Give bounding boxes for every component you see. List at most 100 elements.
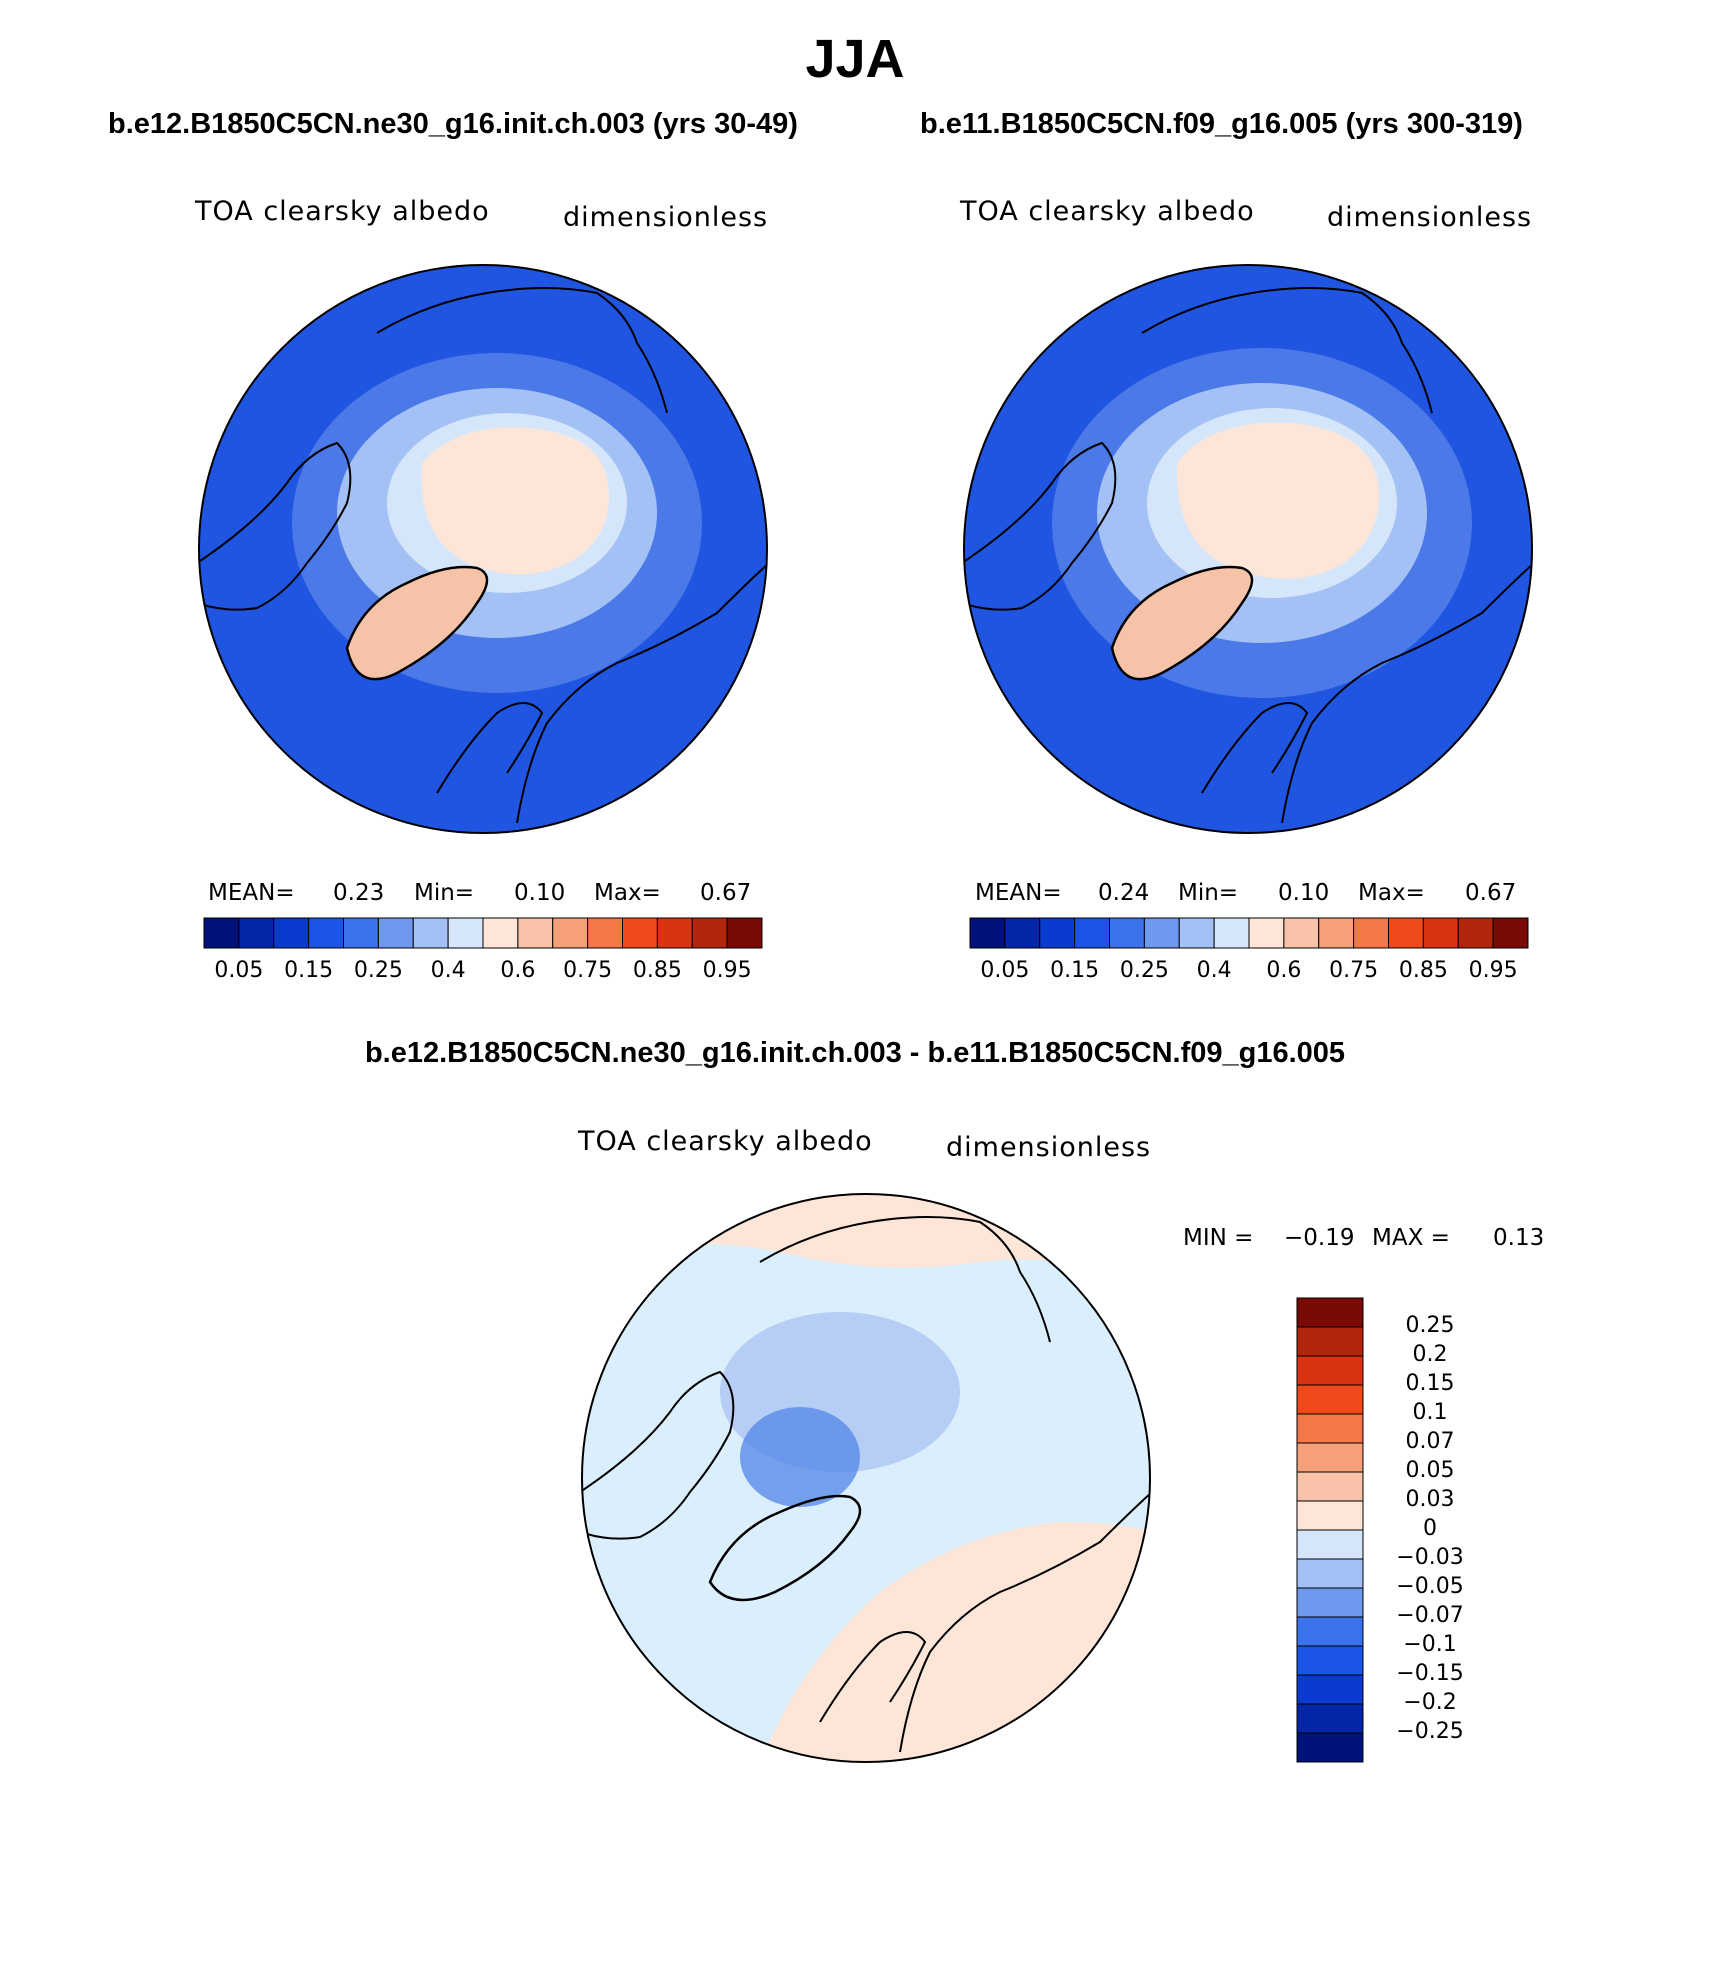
diff-coastline-scandinavia (819, 1631, 927, 1723)
panel-2-coastline-scandinavia (1201, 702, 1309, 794)
panel-2-max-value: 0.67 (1465, 880, 1517, 906)
panel-1-coastline-scandinavia (436, 702, 544, 794)
diff-greenland-coast (708, 1494, 862, 1602)
panel-1-colorbar-box (377, 917, 414, 949)
panel-1-coastline-americas (199, 441, 352, 611)
panel-2-colorbar (969, 917, 1529, 949)
diff-colorbar-tick-label: −0.03 (1396, 1545, 1464, 1570)
diff-coastline-eurasia (899, 1491, 1150, 1753)
diff-title: b.e12.B1850C5CN.ne30_g16.init.ch.003 - b… (364, 1037, 1346, 1069)
diff-map (581, 1193, 1151, 1763)
diff-colorbar-box (1296, 1442, 1364, 1473)
panel-2-greenland-coast (1110, 565, 1254, 681)
panel-1-colorbar-box (273, 917, 310, 949)
diff-colorbar-tick-label: 0.07 (1405, 1429, 1455, 1454)
panel-2-colorbar-box (1213, 917, 1250, 949)
panel-2-mean-value: 0.24 (1098, 880, 1150, 906)
panel-2-greenland (1112, 567, 1252, 680)
diff-colorbar-box (1296, 1384, 1364, 1415)
panel-2-units: dimensionless (1327, 202, 1533, 233)
diff-colorbar-box (1296, 1558, 1364, 1589)
panel-1-colorbar-tick-label: 0.25 (353, 958, 403, 983)
diff-colorbar-box (1296, 1297, 1364, 1328)
panel-2-colorbar-box (1388, 917, 1424, 949)
panel-1-colorbar-box (238, 917, 275, 949)
diff-coastline-siberia (759, 1216, 1051, 1343)
panel-1-colorbar-tick-label: 0.6 (500, 958, 536, 983)
diff-colorbar-box (1296, 1732, 1364, 1763)
panel-1-colorbar-box (691, 917, 728, 949)
panel-1-colorbar-box (552, 917, 589, 949)
panel-1-colorbar-box (203, 917, 240, 949)
diff-negative-strong (740, 1407, 860, 1507)
panel-1-greenland (347, 567, 487, 680)
diff-colorbar-box (1296, 1587, 1364, 1618)
panel-1-case-title: b.e12.B1850C5CN.ne30_g16.init.ch.003 (yr… (108, 108, 798, 140)
panel-2-colorbar-box (1109, 917, 1145, 949)
panel-2-colorbar-tick-label: 0.15 (1050, 958, 1100, 983)
diff-map-border (581, 1193, 1151, 1763)
diff-colorbar-box (1296, 1500, 1364, 1531)
panel-2-min-label: Min= (1178, 880, 1239, 906)
panel-2-colorbar-tick-label: 0.75 (1329, 958, 1379, 983)
panel-1-min-label: Min= (414, 880, 475, 906)
panel-1-colorbar-box (482, 917, 519, 949)
diff-colorbar-box (1296, 1413, 1364, 1444)
panel-2-colorbar-box (1178, 917, 1215, 949)
panel-2-colorbar-box (1143, 917, 1180, 949)
panel-1-coastline-siberia (376, 287, 668, 414)
panel-2-colorbar-box (1422, 917, 1459, 949)
panel-2-coastline-siberia (1141, 287, 1433, 414)
diff-colorbar-box (1296, 1529, 1364, 1560)
diff-variable: TOA clearsky albedo (578, 1126, 873, 1157)
panel-2-case-title: b.e11.B1850C5CN.f09_g16.005 (yrs 300-319… (920, 108, 1523, 140)
panel-1-colorbar-tick-label: 0.95 (702, 958, 752, 983)
panel-1-mean-label: MEAN= (208, 880, 295, 906)
panel-1-map-border (198, 264, 768, 834)
panel-2-colorbar-box (1353, 917, 1389, 949)
diff-colorbar-tick-label: 0.1 (1412, 1400, 1448, 1425)
diff-max-value: 0.13 (1493, 1225, 1545, 1251)
panel-2-min-value: 0.10 (1278, 880, 1330, 906)
panel-1-coastline-eurasia (516, 562, 767, 824)
diff-colorbar-box (1296, 1616, 1364, 1647)
diff-colorbar-tick-label: −0.05 (1396, 1574, 1464, 1599)
panel-1-colorbar-labels: 0.05 0.15 0.25 0.4 0.6 0.75 0.85 0.95 (204, 958, 762, 988)
diff-colorbar-tick-label: −0.07 (1396, 1603, 1464, 1628)
panel-2-colorbar-tick-label: 0.85 (1398, 958, 1448, 983)
diff-colorbar-box (1296, 1326, 1364, 1357)
diff-colorbar-tick-label: −0.25 (1396, 1719, 1464, 1744)
diff-min-label: MIN = (1183, 1225, 1254, 1251)
panel-1-ice-cap (421, 427, 609, 575)
panel-1-colorbar-box (726, 917, 763, 949)
diff-colorbar-tick-label: 0.03 (1405, 1487, 1455, 1512)
panel-1-colorbar-box (343, 917, 379, 949)
panel-1-greenland-coast (345, 565, 489, 681)
panel-2-max-label: Max= (1358, 880, 1425, 906)
panel-2-colorbar-box (1039, 917, 1076, 949)
panel-1-colorbar-box (517, 917, 554, 949)
diff-colorbar-tick-label: 0.05 (1405, 1458, 1455, 1483)
panel-1-min-value: 0.10 (514, 880, 566, 906)
panel-2-colorbar-box (1074, 917, 1110, 949)
panel-1-max-label: Max= (594, 880, 661, 906)
panel-2-mean-label: MEAN= (975, 880, 1062, 906)
panel-2-coastline-americas (964, 441, 1117, 611)
panel-2-ice-cap (1176, 422, 1379, 579)
panel-1-colorbar-tick-label: 0.15 (284, 958, 334, 983)
diff-colorbar-box (1296, 1674, 1364, 1705)
diff-colorbar-box (1296, 1645, 1364, 1676)
panel-1-colorbar (203, 917, 763, 949)
panel-2-colorbar-box (1248, 917, 1285, 949)
panel-2-colorbar-tick-label: 0.6 (1266, 958, 1302, 983)
panel-1-units: dimensionless (563, 202, 769, 233)
panel-2-colorbar-box (1318, 917, 1355, 949)
panel-1-map (198, 264, 768, 834)
panel-2-variable: TOA clearsky albedo (960, 196, 1255, 227)
diff-colorbar-tick-label: 0.2 (1412, 1342, 1448, 1367)
panel-1-colorbar-box (447, 917, 484, 949)
panel-1-colorbar-tick-label: 0.85 (632, 958, 682, 983)
panel-2-colorbar-tick-label: 0.4 (1196, 958, 1232, 983)
diff-colorbar-box (1296, 1703, 1364, 1734)
panel-2-colorbar-tick-label: 0.05 (980, 958, 1030, 983)
